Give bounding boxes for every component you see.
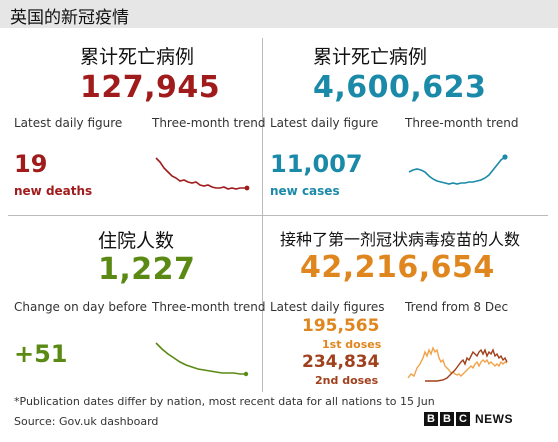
vaccine-total: 42,216,654 <box>300 250 495 285</box>
cases-daily: 11,007 <box>270 150 363 178</box>
page-title: 英国的新冠疫情 <box>10 8 129 28</box>
hospital-header: 住院人数 <box>98 230 175 252</box>
vaccine-second-label: 2nd doses <box>315 374 379 387</box>
hospital-trend-chart <box>155 342 249 377</box>
hospital-trend-line <box>155 342 246 375</box>
deaths-daily-sub: new deaths <box>14 184 93 198</box>
deaths-trend-endpoint <box>244 185 250 191</box>
hospital-change: +51 <box>14 340 68 368</box>
deaths-latest-label: Latest daily figure <box>14 116 123 130</box>
vaccine-header: 接种了第一剂冠状病毒疫苗的人数 <box>280 230 521 249</box>
vaccine-trend-label: Trend from 8 Dec <box>405 300 509 314</box>
deaths-header: 累计死亡病例 <box>80 46 195 68</box>
deaths-trend-chart <box>155 157 250 191</box>
hospital-trend-label: Three-month trend <box>152 300 266 314</box>
hospital-trend-endpoint <box>243 371 249 377</box>
vaccine-trend-chart <box>407 346 508 382</box>
cases-daily-sub: new cases <box>270 184 340 198</box>
vaccine-first-dose-line <box>407 346 508 379</box>
cases-latest-label: Latest daily figure <box>270 116 379 130</box>
source-line: Source: Gov.uk dashboard <box>14 415 159 428</box>
bbc-logo-box-1: B <box>424 412 438 426</box>
deaths-trend-line <box>155 157 247 190</box>
cases-trend-endpoint <box>502 154 508 160</box>
cases-trend-line <box>408 156 506 185</box>
title-bar: 英国的新冠疫情 <box>0 0 558 28</box>
deaths-total: 127,945 <box>80 70 221 105</box>
horizontal-divider <box>8 215 548 216</box>
bbc-news-logo: B B C NEWS <box>424 412 513 426</box>
bbc-logo-box-3: C <box>456 412 470 426</box>
cases-total: 4,600,623 <box>313 70 487 105</box>
vaccine-latest-label: Latest daily figures <box>270 300 385 314</box>
footnote: *Publication dates differ by nation, mos… <box>14 395 435 408</box>
hospital-change-label: Change on day before <box>14 300 148 314</box>
hospital-total: 1,227 <box>98 252 196 287</box>
vaccine-second-dose-line <box>425 348 508 382</box>
deaths-daily: 19 <box>14 150 48 178</box>
bbc-logo-box-2: B <box>440 412 454 426</box>
bbc-logo-news-text: NEWS <box>475 412 513 426</box>
cases-header: 累计死亡病例 <box>313 46 428 68</box>
deaths-trend-label: Three-month trend <box>152 116 266 130</box>
vaccine-first-doses: 195,565 <box>302 316 380 336</box>
cases-trend-label: Three-month trend <box>405 116 519 130</box>
vaccine-first-label: 1st doses <box>322 338 382 351</box>
vaccine-second-doses: 234,834 <box>302 352 380 372</box>
cases-trend-chart <box>408 154 508 185</box>
